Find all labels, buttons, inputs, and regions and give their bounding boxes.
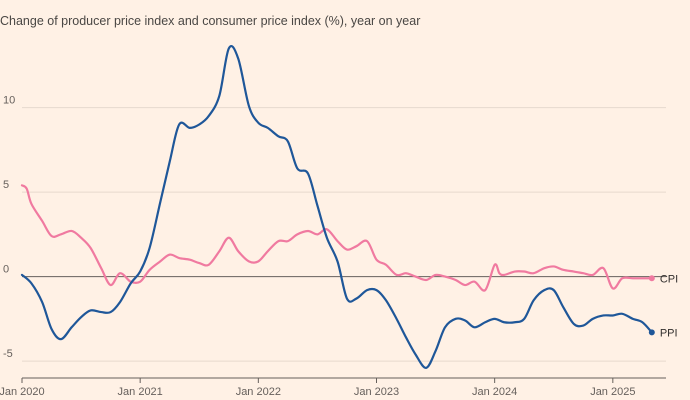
- x-tick-label: Jan 2022: [236, 386, 281, 398]
- y-tick-label: -5: [3, 348, 13, 360]
- y-tick-label: 10: [3, 95, 15, 107]
- ppi-series-label: PPI: [660, 327, 678, 339]
- y-tick-label: 5: [3, 179, 9, 191]
- y-tick-label: 0: [3, 264, 9, 276]
- x-tick-label: Jan 2021: [118, 386, 163, 398]
- chart-subtitle: Change of producer price index and consu…: [0, 14, 421, 28]
- cpi-series-label: CPI: [660, 273, 678, 285]
- ppi-end-marker: [648, 329, 655, 336]
- ppi-series-line: [20, 44, 653, 369]
- cpi-end-marker: [648, 275, 655, 282]
- x-tick-label: Jan 2020: [0, 386, 45, 398]
- x-tick-label: Jan 2025: [590, 386, 635, 398]
- cpi-series-line: [20, 184, 653, 292]
- x-tick-label: Jan 2024: [472, 386, 517, 398]
- x-tick-label: Jan 2023: [354, 386, 399, 398]
